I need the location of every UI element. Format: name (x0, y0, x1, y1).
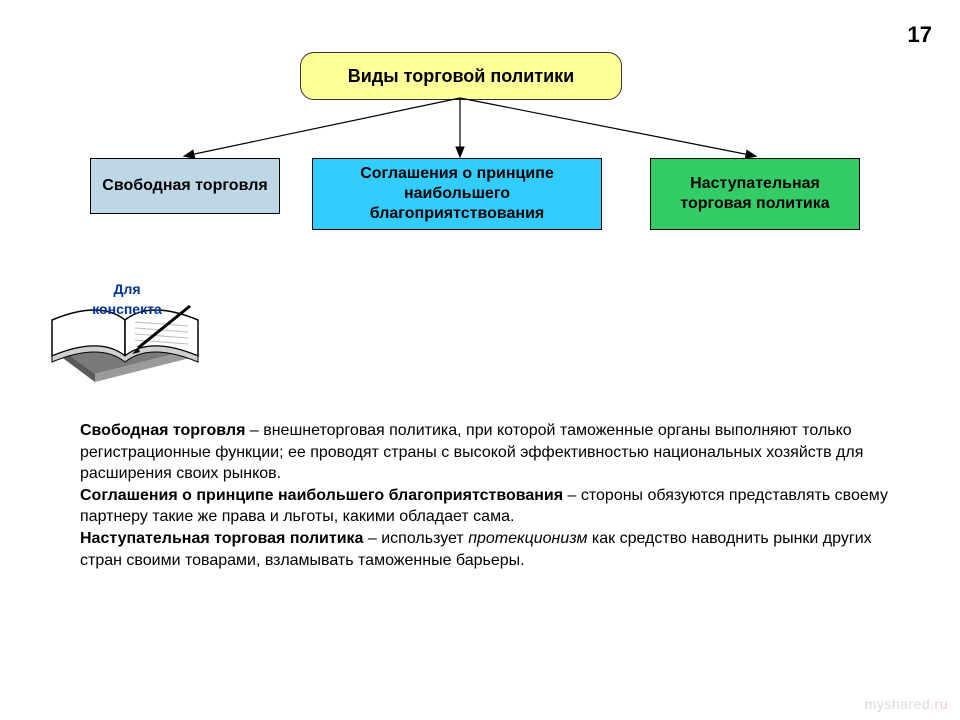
page-number: 17 (908, 22, 932, 48)
node-mfn-agreements: Соглашения о принципе наибольшего благоп… (312, 158, 602, 230)
diagram-title-box: Виды торговой политики (300, 52, 622, 100)
node-offensive-policy: Наступательная торговая политика (650, 158, 860, 230)
watermark: myshared.ru (865, 696, 948, 712)
node-offensive-policy-label: Наступательная торговая политика (657, 174, 853, 214)
node-mfn-agreements-label: Соглашения о принципе наибольшего благоп… (319, 164, 595, 224)
def2-term: Соглашения о принципе наибольшего благоп… (80, 487, 563, 504)
node-free-trade: Свободная торговля (90, 158, 280, 214)
notebook-caption: Для конспекта (82, 280, 172, 319)
diagram-title-text: Виды торговой политики (348, 66, 574, 87)
node-free-trade-label: Свободная торговля (102, 176, 267, 196)
def3-em: протекционизм (468, 530, 587, 547)
definitions-paragraph: Свободная торговля – внешнеторговая поли… (80, 420, 900, 571)
def1-term: Свободная торговля (80, 422, 245, 439)
watermark-accent: .ru (930, 696, 948, 712)
def3-term: Наступательная торговая политика (80, 530, 363, 547)
notebook-caption-line1: Для (113, 281, 140, 297)
notebook-caption-line2: конспекта (92, 301, 162, 317)
watermark-text: myshared (865, 696, 930, 712)
def3-body-a: – использует (363, 530, 468, 547)
